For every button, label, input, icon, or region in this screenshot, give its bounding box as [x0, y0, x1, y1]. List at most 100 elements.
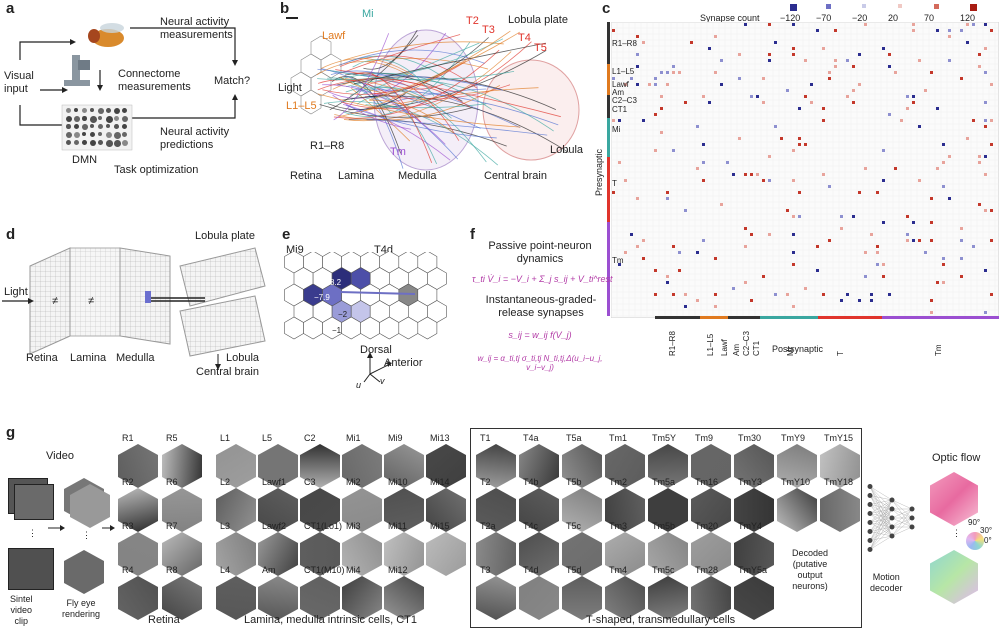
panel-c-letter: c: [602, 0, 611, 17]
matrix-cell: [798, 215, 801, 218]
cell-type-label: Tm9: [695, 433, 713, 443]
matrix-cell: [804, 287, 807, 290]
decoder-node: [909, 506, 915, 512]
matrix-cell: [882, 221, 885, 224]
cell-type-label: T2: [480, 477, 491, 487]
matrix-cell: [654, 113, 657, 116]
dmn-node: [74, 124, 80, 130]
dmn-node: [82, 132, 87, 137]
cell-type-label: L3: [220, 521, 231, 531]
hex-value: −2.9: [342, 293, 358, 302]
hex-value: 8.2: [330, 278, 342, 287]
legend-value: −20: [852, 13, 868, 23]
fly-eye-label: Fly eye rendering: [62, 598, 101, 619]
matrix-cell: [984, 311, 987, 314]
cell-activity-hex: [734, 444, 774, 488]
matrix-cell: [738, 77, 741, 80]
dmn-node: [74, 132, 81, 139]
decoder-edge: [869, 535, 893, 550]
dmn-node: [98, 140, 103, 145]
matrix-cell: [714, 305, 717, 308]
neuron-branch: [363, 29, 418, 70]
matrix-cell: [792, 23, 795, 26]
ellipsis-dots: ⋮: [28, 528, 37, 538]
matrix-cell: [978, 53, 981, 56]
dmn-node: [74, 108, 79, 113]
decoder-node: [889, 497, 895, 503]
decoder-edge: [869, 499, 893, 514]
dmn-node: [66, 116, 73, 123]
matrix-cell: [702, 143, 705, 146]
matrix-cell: [750, 95, 753, 98]
arrows-g: [48, 525, 115, 531]
matrix-cell: [984, 125, 987, 128]
matrix-cell: [882, 263, 885, 266]
t4-label: T4: [518, 32, 531, 44]
row-group-bar: [607, 157, 610, 222]
matrix-cell: [882, 179, 885, 182]
neuron-branch: [316, 61, 410, 76]
matrix-cell: [792, 263, 795, 266]
cell-activity-hex: [777, 444, 817, 488]
cell-type-label: Mi13: [430, 433, 450, 443]
decoder-edge: [891, 517, 913, 537]
dmn-node: [98, 108, 104, 114]
matrix-cell: [942, 257, 945, 260]
matrix-cell: [912, 23, 915, 26]
decoder-node: [867, 493, 873, 498]
matrix-cell: [684, 305, 687, 308]
matrix-cell: [660, 107, 663, 110]
matrix-cell: [714, 257, 717, 260]
matrix-cell: [972, 119, 975, 122]
matrix-cell: [876, 191, 879, 194]
cell-activity-hex: [820, 444, 860, 488]
neuron-branch: [340, 34, 461, 74]
panel-d-letter: d: [6, 226, 16, 243]
dmn-node: [114, 140, 121, 147]
matrix-cell: [870, 299, 873, 302]
matrix-cell: [990, 143, 993, 146]
dorsal-label: Dorsal: [360, 344, 392, 356]
dmn-node: [106, 108, 111, 113]
matrix-cell: [714, 293, 717, 296]
neural-activity-measurements-label: Neural activity measurements: [160, 16, 233, 41]
dmn-node: [98, 124, 104, 130]
matrix-cell: [942, 143, 945, 146]
dmn-node: [122, 132, 128, 138]
neuron-branch: [336, 76, 557, 110]
matrix-cell: [930, 71, 933, 74]
matrix-cell: [906, 215, 909, 218]
u-axis-label: u: [356, 380, 362, 390]
cell-type-label: R7: [166, 521, 178, 531]
match-label: Match?: [214, 75, 251, 87]
legend-value: 20: [888, 13, 899, 23]
neuron-branch: [369, 99, 455, 134]
matrix-cell: [858, 53, 861, 56]
connectivity-matrix: [611, 22, 999, 318]
anterior-label: Anterior: [384, 357, 423, 369]
neuron-branch: [319, 104, 473, 118]
matrix-cell: [720, 203, 723, 206]
matrix-cell: [636, 35, 639, 38]
neuron-branch: [320, 58, 415, 77]
axes-icon: [363, 352, 392, 383]
neuron-branch: [353, 72, 433, 163]
legend-swatch: [862, 4, 866, 8]
synapse-title: Instantaneous-graded- release synapses: [485, 294, 597, 319]
row-group-bar: [607, 118, 610, 157]
col-group-label: C2–C3: [742, 331, 751, 356]
ellipsis-dots: ⋮: [952, 528, 961, 538]
video-frame: [14, 484, 54, 520]
matrix-cell: [852, 215, 855, 218]
matrix-cell: [672, 245, 675, 248]
matrix-cell: [744, 23, 747, 26]
matrix-cell: [846, 59, 849, 62]
cell-type-label: L4: [220, 565, 231, 575]
col-group-label: Tm: [934, 344, 943, 356]
cell-type-label: Tm5c: [652, 565, 675, 575]
matrix-cell: [798, 143, 801, 146]
matrix-cell: [864, 251, 867, 254]
matrix-cell: [750, 233, 753, 236]
matrix-cell: [972, 245, 975, 248]
matrix-cell: [882, 149, 885, 152]
